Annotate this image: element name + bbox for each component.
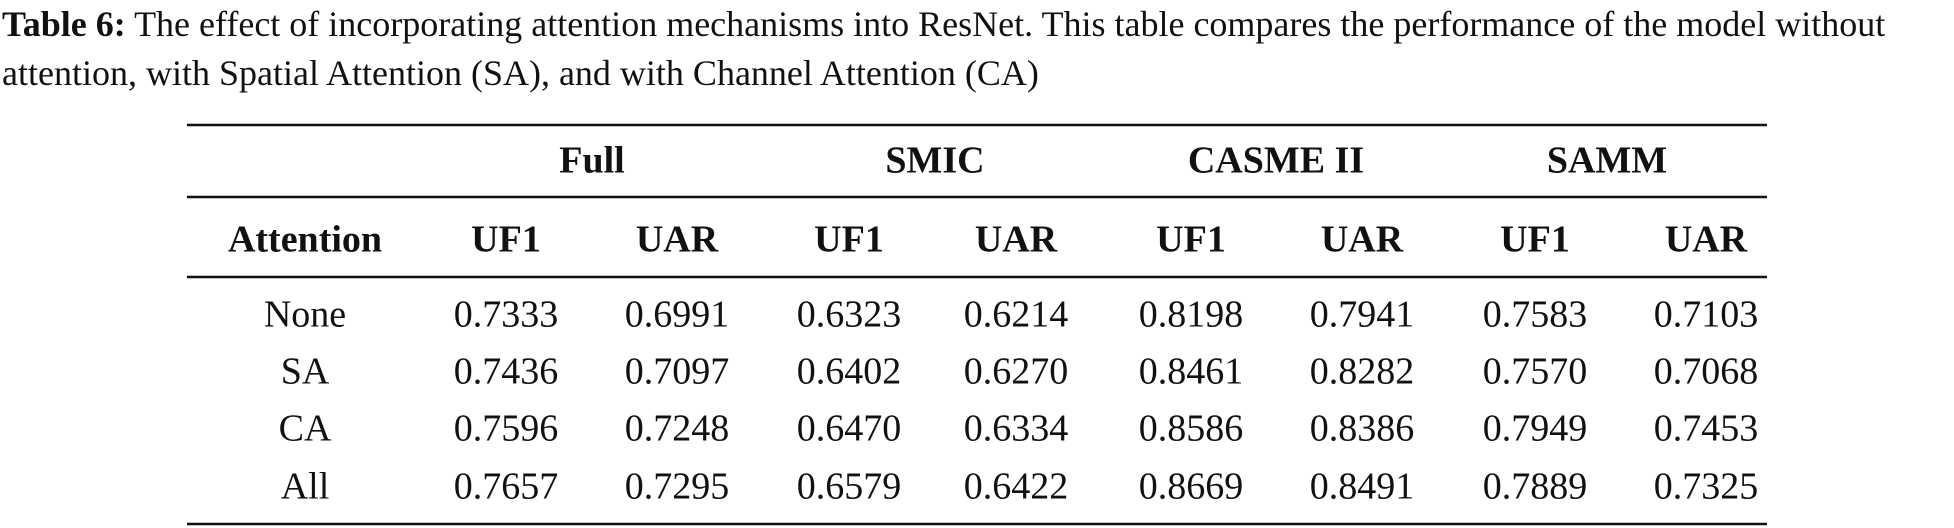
row-label: None	[264, 294, 346, 336]
cell: 0.7583	[1483, 294, 1588, 336]
cell: 0.7949	[1483, 408, 1588, 450]
cell: 0.6334	[964, 408, 1069, 450]
cell: 0.6470	[797, 408, 902, 450]
cell: 0.6579	[797, 466, 902, 508]
cell: 0.6991	[625, 294, 730, 336]
cell: 0.8491	[1310, 466, 1415, 508]
column-header: UF1	[1156, 219, 1226, 261]
cell: 0.6214	[964, 294, 1069, 336]
cell: 0.7941	[1310, 294, 1415, 336]
caption-text: The effect of incorporating attention me…	[2, 4, 1886, 93]
column-header: UF1	[814, 219, 884, 261]
cell: 0.7333	[454, 294, 559, 336]
cell: 0.8198	[1139, 294, 1244, 336]
cell: 0.8386	[1310, 408, 1415, 450]
cell: 0.7436	[454, 351, 559, 393]
cell: 0.6270	[964, 351, 1069, 393]
cell: 0.7453	[1654, 408, 1759, 450]
cell: 0.7325	[1654, 466, 1759, 508]
column-header: UF1	[1500, 219, 1570, 261]
column-header: UAR	[1321, 219, 1404, 261]
cell: 0.8669	[1139, 466, 1244, 508]
group-header: SMIC	[885, 140, 984, 182]
group-header: CASME II	[1188, 140, 1364, 182]
cell: 0.7097	[625, 351, 730, 393]
cell: 0.7068	[1654, 351, 1759, 393]
row-label: All	[281, 466, 330, 508]
cell: 0.8586	[1139, 408, 1244, 450]
caption-label: Table 6:	[2, 4, 126, 44]
cell: 0.6402	[797, 351, 902, 393]
group-header: SAMM	[1547, 140, 1667, 182]
caption: Table 6: The effect of incorporating att…	[2, 0, 1952, 98]
group-header: Full	[559, 140, 624, 182]
cell: 0.7596	[454, 408, 559, 450]
column-header: Attention	[228, 219, 382, 261]
cell: 0.7570	[1483, 351, 1588, 393]
column-header: UAR	[975, 219, 1058, 261]
column-header: UAR	[1665, 219, 1748, 261]
cell: 0.8461	[1139, 351, 1244, 393]
row-label: CA	[279, 408, 332, 450]
row-label: SA	[281, 351, 330, 393]
cell: 0.7295	[625, 466, 730, 508]
cell: 0.6422	[964, 466, 1069, 508]
cell: 0.6323	[797, 294, 902, 336]
cell: 0.7103	[1654, 294, 1759, 336]
cell: 0.7248	[625, 408, 730, 450]
column-header: UF1	[471, 219, 541, 261]
column-header: UAR	[636, 219, 719, 261]
cell: 0.8282	[1310, 351, 1415, 393]
cell: 0.7889	[1483, 466, 1588, 508]
cell: 0.7657	[454, 466, 559, 508]
